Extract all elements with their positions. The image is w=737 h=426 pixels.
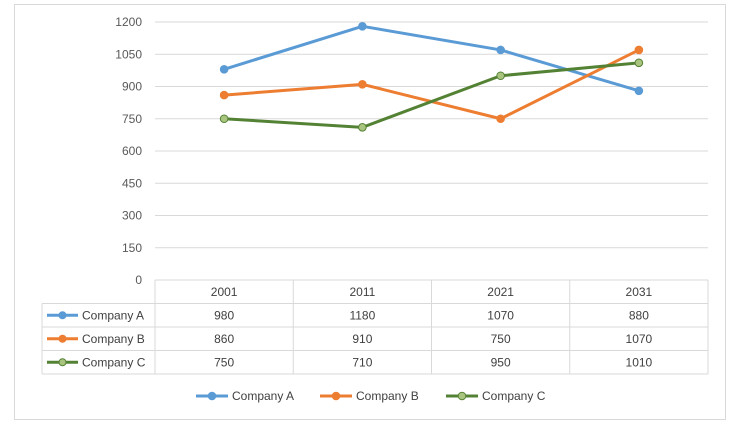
data-point (496, 114, 505, 124)
data-point (219, 114, 229, 124)
data-point (358, 80, 367, 89)
series-line (222, 61, 641, 129)
data-table: 2001 2011 2021 2031 Company A 980 1180 1070 880 C… (41, 279, 709, 375)
data-point (496, 71, 505, 81)
table-value-cell: 860 (214, 332, 234, 346)
table-value-cell: 1010 (626, 355, 653, 369)
data-point (634, 58, 644, 68)
table-value-cell: 910 (352, 332, 372, 346)
table-header-cell: 2021 (487, 285, 514, 299)
y-tick-label: 300 (122, 209, 142, 223)
table-value-cell: 880 (629, 308, 649, 322)
legend-marker (457, 391, 467, 401)
data-point (634, 45, 644, 55)
y-axis-tick-labels: 0 150 300 450 600 750 900 1050 1200 (115, 15, 142, 287)
legend-label: Company A (232, 389, 294, 403)
table-value-cell: 980 (214, 308, 234, 322)
data-point (219, 90, 229, 100)
table-value-cell: 1070 (487, 308, 514, 322)
table-row-label: Company A (82, 308, 144, 322)
legend-label: Company B (356, 389, 419, 403)
table-value-cell: 750 (491, 332, 511, 346)
series-line (222, 48, 641, 121)
data-point (219, 65, 229, 74)
table-row-label: Company C (82, 355, 146, 369)
data-point (358, 123, 367, 132)
legend-label: Company C (482, 389, 546, 403)
y-tick-label: 450 (122, 176, 142, 190)
y-tick-label: 1050 (115, 47, 142, 61)
y-tick-label: 0 (135, 273, 142, 287)
table-row-label: Company B (82, 332, 145, 346)
table-legend-marker (58, 334, 67, 343)
table-header-cell: 2011 (349, 285, 375, 299)
table-header-cell: 2001 (211, 285, 238, 299)
table-header-cell: 2031 (626, 285, 653, 299)
legend-marker (331, 391, 341, 401)
table-legend-marker (58, 311, 67, 320)
series-lines (219, 22, 644, 132)
data-point (496, 45, 505, 55)
legend: Company A Company B Company C (196, 389, 546, 403)
legend-marker (207, 391, 217, 401)
table-value-cell: 750 (214, 355, 234, 369)
y-tick-label: 150 (122, 241, 142, 255)
y-tick-label: 1200 (115, 15, 142, 29)
data-point (358, 22, 367, 31)
y-tick-label: 750 (122, 112, 142, 126)
y-tick-label: 600 (122, 144, 142, 158)
table-value-cell: 710 (352, 355, 372, 369)
table-value-cell: 1180 (349, 308, 375, 322)
data-point (634, 86, 644, 96)
y-tick-label: 900 (122, 80, 142, 94)
table-value-cell: 950 (491, 355, 511, 369)
table-legend-marker (58, 358, 67, 367)
table-value-cell: 1070 (626, 332, 653, 346)
